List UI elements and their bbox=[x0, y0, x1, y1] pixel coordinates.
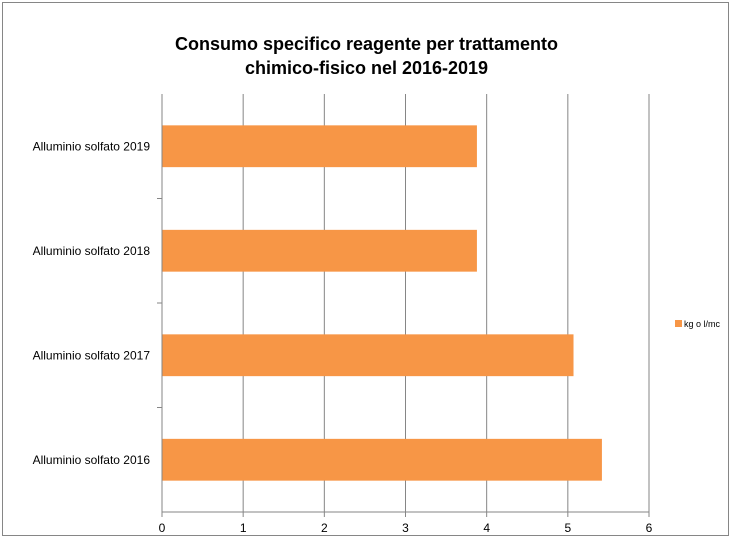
x-tick-label: 6 bbox=[646, 521, 653, 535]
category-label: Alluminio solfato 2017 bbox=[33, 348, 151, 362]
category-label: Alluminio solfato 2016 bbox=[33, 453, 151, 467]
x-tick-label: 3 bbox=[402, 521, 409, 535]
x-tick-label: 5 bbox=[564, 521, 571, 535]
category-label: Alluminio solfato 2019 bbox=[33, 139, 151, 153]
x-tick-label: 1 bbox=[240, 521, 247, 535]
bar-layer bbox=[162, 125, 602, 481]
chart-title: Consumo specifico reagente per trattamen… bbox=[174, 34, 559, 78]
bar bbox=[162, 334, 574, 377]
x-tick-label: 2 bbox=[321, 521, 328, 535]
legend-swatch bbox=[675, 320, 682, 327]
category-label: Alluminio solfato 2018 bbox=[33, 244, 151, 258]
x-tick-label: 0 bbox=[159, 521, 166, 535]
axis-layer: 0 1 2 3 4 5 6 Alluminio solfato 2019 Alluminio s… bbox=[33, 94, 653, 535]
legend-entry: kg o l/mc bbox=[684, 319, 721, 329]
bar bbox=[162, 125, 477, 168]
x-tick-label: 4 bbox=[483, 521, 490, 535]
legend: kg o l/mc bbox=[675, 319, 721, 329]
bar bbox=[162, 229, 477, 272]
bar bbox=[162, 438, 602, 481]
